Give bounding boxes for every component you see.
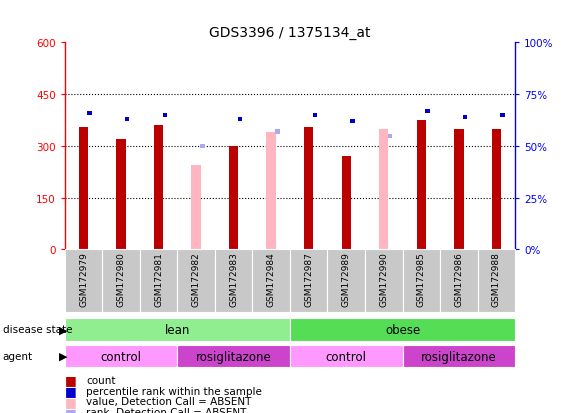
Text: ■: ■ — [65, 373, 77, 387]
Text: GSM172980: GSM172980 — [117, 252, 126, 306]
Bar — [501, 114, 505, 118]
Text: rank, Detection Call = ABSENT: rank, Detection Call = ABSENT — [86, 407, 247, 413]
Bar — [304, 128, 314, 250]
Text: rosiglitazone: rosiglitazone — [421, 350, 497, 363]
Bar — [266, 133, 276, 250]
FancyBboxPatch shape — [403, 250, 440, 312]
Bar — [79, 128, 88, 250]
Text: lean: lean — [164, 323, 190, 336]
Text: disease state: disease state — [3, 324, 72, 335]
Text: ▶: ▶ — [59, 324, 68, 335]
Bar — [154, 126, 163, 250]
Text: GSM172983: GSM172983 — [229, 252, 238, 306]
Text: GSM172986: GSM172986 — [454, 252, 463, 306]
Bar — [417, 121, 426, 250]
Bar — [275, 130, 280, 134]
Bar — [312, 114, 317, 118]
Title: GDS3396 / 1375134_at: GDS3396 / 1375134_at — [209, 26, 370, 40]
FancyBboxPatch shape — [440, 250, 477, 312]
Bar — [200, 145, 204, 149]
Bar — [125, 118, 129, 122]
FancyBboxPatch shape — [365, 250, 403, 312]
Text: GSM172982: GSM172982 — [191, 252, 200, 306]
FancyBboxPatch shape — [328, 250, 365, 312]
FancyBboxPatch shape — [290, 318, 515, 341]
FancyBboxPatch shape — [290, 250, 328, 312]
FancyBboxPatch shape — [65, 345, 177, 368]
Bar — [454, 129, 463, 250]
Text: count: count — [86, 375, 115, 385]
Bar — [191, 166, 201, 250]
Bar — [342, 157, 351, 250]
Bar — [463, 116, 467, 120]
FancyBboxPatch shape — [252, 250, 290, 312]
Text: value, Detection Call = ABSENT: value, Detection Call = ABSENT — [86, 396, 252, 406]
FancyBboxPatch shape — [140, 250, 177, 312]
Bar — [229, 147, 238, 250]
Text: agent: agent — [3, 351, 33, 361]
Text: GSM172988: GSM172988 — [492, 252, 501, 306]
Bar — [491, 129, 501, 250]
Text: rosiglitazone: rosiglitazone — [196, 350, 271, 363]
Text: GSM172984: GSM172984 — [267, 252, 276, 306]
FancyBboxPatch shape — [403, 345, 515, 368]
FancyBboxPatch shape — [477, 250, 515, 312]
Text: ■: ■ — [65, 395, 77, 408]
Bar — [117, 140, 126, 250]
FancyBboxPatch shape — [290, 345, 403, 368]
Text: GSM172985: GSM172985 — [417, 252, 426, 306]
Text: GSM172979: GSM172979 — [79, 252, 88, 306]
FancyBboxPatch shape — [177, 345, 290, 368]
Bar — [238, 118, 242, 122]
Text: control: control — [326, 350, 367, 363]
FancyBboxPatch shape — [177, 250, 215, 312]
Text: control: control — [101, 350, 141, 363]
Bar — [379, 129, 388, 250]
FancyBboxPatch shape — [65, 250, 102, 312]
Bar — [425, 109, 430, 114]
Text: ■: ■ — [65, 384, 77, 397]
FancyBboxPatch shape — [65, 318, 290, 341]
Bar — [87, 112, 92, 116]
Text: ■: ■ — [65, 406, 77, 413]
Text: GSM172990: GSM172990 — [379, 252, 388, 306]
Bar — [388, 134, 392, 138]
FancyBboxPatch shape — [215, 250, 252, 312]
Text: GSM172987: GSM172987 — [304, 252, 313, 306]
FancyBboxPatch shape — [102, 250, 140, 312]
Bar — [163, 114, 167, 118]
Text: GSM172981: GSM172981 — [154, 252, 163, 306]
Text: ▶: ▶ — [59, 351, 68, 361]
Text: obese: obese — [385, 323, 420, 336]
Text: GSM172989: GSM172989 — [342, 252, 351, 306]
Text: percentile rank within the sample: percentile rank within the sample — [86, 386, 262, 396]
Bar — [350, 120, 355, 124]
